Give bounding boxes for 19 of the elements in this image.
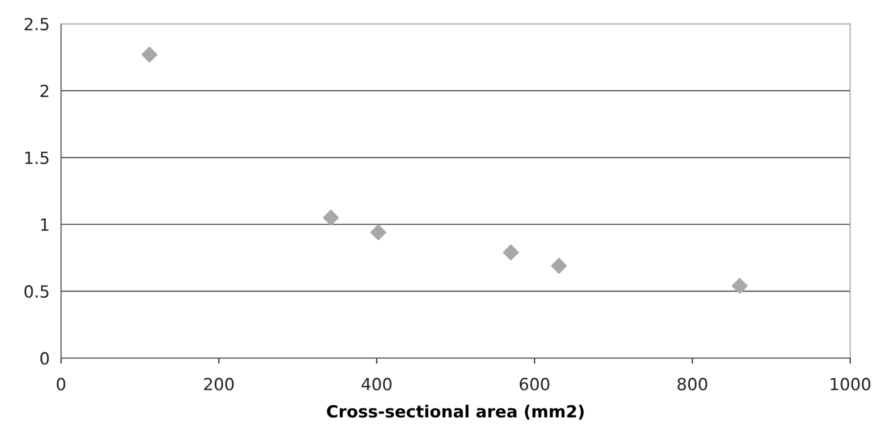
x-tick-label: 800: [678, 378, 708, 390]
x-tick-label: 200: [204, 378, 234, 390]
x-tick-label: 1000: [830, 378, 870, 390]
point: [551, 258, 567, 274]
y-tick-label: 0: [40, 352, 49, 365]
point: [732, 278, 748, 294]
y-tick-label: 1.5: [25, 152, 48, 164]
y-tick-label: 2.5: [24, 18, 48, 30]
x-tick-label: 0: [56, 378, 66, 390]
x-axis-title: Cross-sectional area (mm2): [327, 404, 584, 420]
point: [141, 46, 158, 63]
y-tick-label: 2: [40, 84, 48, 98]
x-tick-label: 400: [362, 378, 392, 390]
y-tick-label: 1: [41, 218, 48, 231]
point: [322, 210, 339, 226]
point: [502, 244, 519, 260]
y-tick-label: 0.5: [24, 285, 48, 298]
point: [370, 224, 386, 240]
x-tick-label: 600: [520, 378, 550, 390]
